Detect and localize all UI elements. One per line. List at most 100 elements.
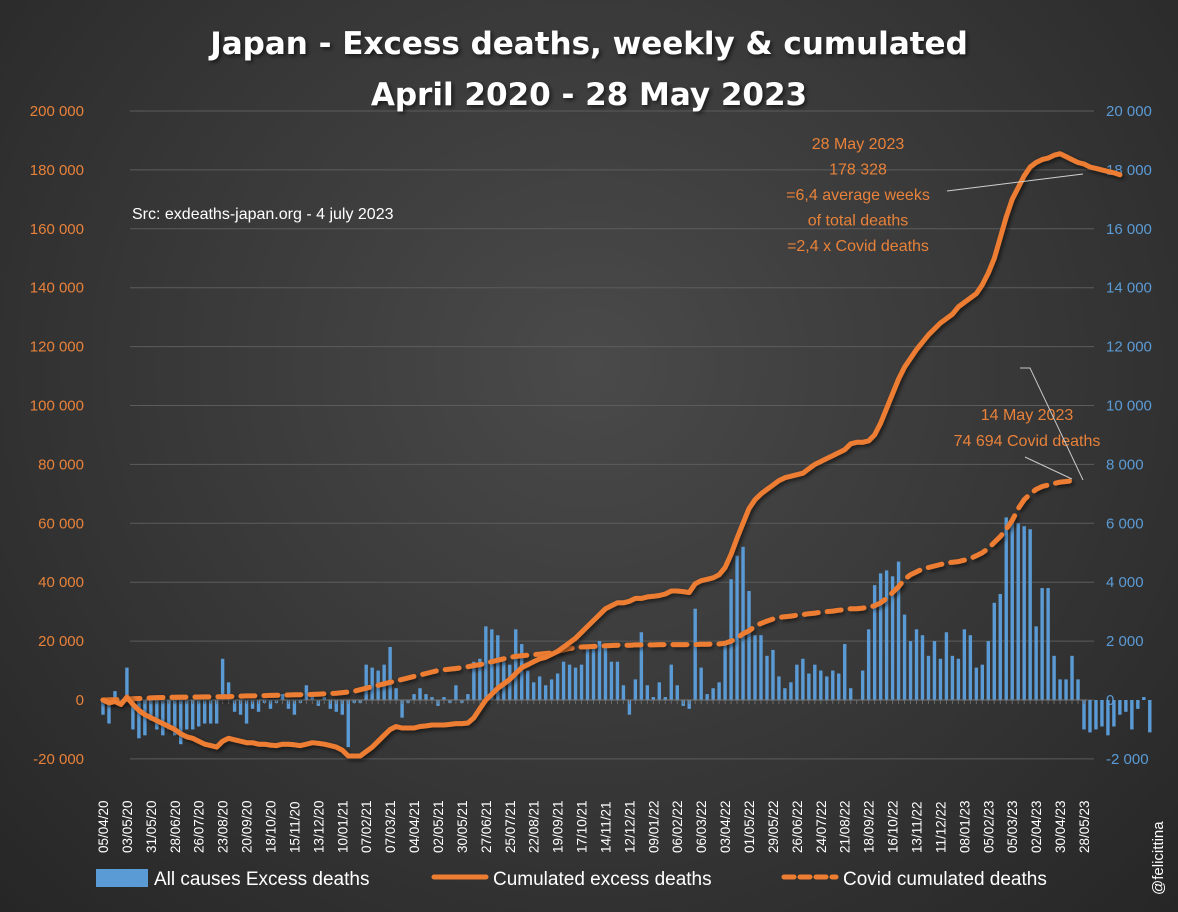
weekly-excess-bar: [831, 670, 835, 700]
weekly-excess-bar: [789, 682, 793, 700]
weekly-excess-bar: [980, 664, 985, 700]
weekly-excess-bar: [1064, 679, 1068, 700]
weekly-excess-bar: [232, 700, 237, 712]
weekly-excess-bar: [1022, 526, 1026, 700]
right-y-tick-label: -2 000: [1106, 751, 1149, 768]
x-tick-label: 13/12/20: [311, 800, 326, 853]
weekly-excess-bar: [310, 694, 315, 700]
weekly-excess-bar: [543, 685, 548, 700]
weekly-excess-bar: [250, 700, 255, 709]
x-tick-label: 04/04/21: [407, 800, 422, 853]
legend-bar-swatch: [96, 869, 148, 887]
weekly-excess-bar: [992, 602, 996, 700]
weekly-excess-bar: [191, 700, 195, 730]
x-tick-label: 07/03/21: [383, 800, 398, 853]
weekly-excess-bar: [286, 700, 291, 709]
weekly-excess-bar: [639, 632, 644, 700]
x-tick-label: 12/12/21: [622, 800, 637, 853]
weekly-excess-bar: [400, 700, 404, 718]
weekly-excess-bar: [579, 664, 584, 700]
weekly-excess-bar: [998, 593, 1002, 700]
x-tick-label: 24/07/22: [814, 800, 829, 853]
left-y-tick-label: 140 000: [30, 280, 84, 297]
weekly-excess-bar: [711, 688, 715, 700]
weekly-excess-bar: [256, 700, 261, 712]
x-axis: 05/04/20 03/05/20 31/05/20 28/06/20 26/07/20…: [96, 699, 1092, 853]
right-y-tick-label: 2 000: [1106, 633, 1144, 650]
weekly-excess-bar: [394, 688, 398, 700]
weekly-excess-bar: [430, 697, 434, 700]
weekly-excess-bar: [860, 670, 865, 700]
left-y-tick-label: 160 000: [30, 221, 84, 238]
weekly-excess-bar: [226, 682, 231, 700]
right-y-tick-label: 20 000: [1106, 103, 1152, 120]
weekly-excess-bar: [101, 700, 105, 715]
weekly-excess-bar: [280, 694, 285, 700]
weekly-excess-bar: [328, 700, 333, 709]
weekly-excess-bar: [837, 673, 841, 700]
x-tick-label: 21/08/22: [838, 800, 853, 853]
weekly-excess-bar: [1148, 700, 1152, 733]
weekly-excess-bar: [1136, 700, 1140, 709]
weekly-excess-bar: [1076, 679, 1080, 700]
weekly-excess-bar: [340, 700, 344, 715]
cumulated-excess-line: [100, 151, 1123, 759]
left-y-tick-label: 200 000: [30, 103, 84, 120]
covid-annotation: 14 May 2023 74 694 Covid deaths: [954, 407, 1101, 450]
weekly-excess-bar: [418, 688, 422, 700]
weekly-excess-bar: [705, 694, 709, 700]
weekly-excess-bar: [603, 644, 608, 700]
weekly-excess-bar: [555, 673, 560, 700]
weekly-excess-bar: [896, 561, 901, 700]
weekly-excess-bar: [214, 700, 219, 724]
legend-label-covid: Covid cumulated deaths: [843, 869, 1047, 890]
weekly-excess-bar: [1040, 588, 1044, 700]
legend-label-bars: All causes Excess deaths: [154, 869, 369, 890]
weekly-excess-bar: [693, 608, 697, 700]
x-tick-label: 06/03/22: [694, 800, 709, 853]
x-tick-label: 16/10/22: [886, 800, 901, 853]
x-tick-label: 15/11/20: [287, 801, 302, 853]
weekly-excess-bar: [902, 614, 907, 700]
weekly-excess-bar: [956, 658, 961, 700]
x-tick-label: 20/09/20: [240, 800, 255, 853]
weekly-excess-bar: [292, 700, 297, 715]
weekly-excess-bar: [238, 700, 243, 715]
weekly-excess-bar: [244, 700, 249, 724]
weekly-excess-bar: [968, 635, 973, 700]
cumulated-annotation-leader: [946, 173, 1084, 192]
weekly-excess-bar: [651, 697, 656, 700]
weekly-excess-bar: [914, 629, 919, 700]
weekly-excess-bar: [173, 700, 177, 736]
right-y-axis: -2 000 0 2 000 4 000 6 000 8 000 10 000 12 000 1…: [1106, 103, 1152, 768]
x-tick-label: 18/10/20: [263, 800, 278, 853]
weekly-excess-bar: [872, 585, 877, 700]
weekly-excess-bar: [944, 632, 949, 700]
weekly-excess-bar: [466, 694, 470, 700]
weekly-excess-bar: [615, 661, 620, 700]
covid-annotation-leader-1: [1020, 367, 1084, 481]
chart-title-line-2: April 2020 - 28 May 2023: [371, 77, 807, 113]
weekly-excess-bar: [926, 655, 931, 700]
weekly-excess-bar: [627, 700, 632, 715]
weekly-excess-bar: [1058, 679, 1062, 700]
right-y-tick-label: 4 000: [1106, 574, 1144, 591]
x-tick-label: 26/06/22: [790, 800, 805, 853]
weekly-excess-bar: [1130, 700, 1134, 730]
weekly-excess-bar: [843, 644, 847, 700]
weekly-excess-bar: [1112, 700, 1116, 727]
covid-annotation-line: 14 May 2023: [981, 407, 1074, 424]
weekly-excess-bar: [908, 641, 913, 700]
weekly-excess-bar: [526, 670, 530, 700]
weekly-excess-bar: [878, 573, 883, 700]
weekly-excess-bar: [1010, 517, 1014, 700]
weekly-excess-bar: [1124, 700, 1128, 712]
weekly-excess-bar: [208, 700, 213, 724]
weekly-excess-bar: [735, 555, 739, 700]
x-tick-label: 09/01/22: [646, 800, 661, 853]
covid-annotation-leader-2: [1024, 456, 1073, 480]
weekly-excess-bar: [179, 700, 183, 745]
weekly-excess-bar: [113, 691, 117, 700]
x-tick-label: 08/01/23: [957, 800, 972, 853]
weekly-excess-bar: [1118, 700, 1122, 715]
